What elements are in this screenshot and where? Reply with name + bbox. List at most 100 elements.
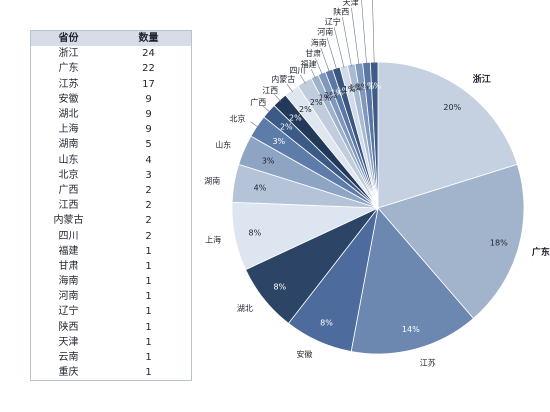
table-row: 四川 2: [31, 228, 191, 243]
pie-leader-line-11: [286, 83, 293, 93]
pie-category-label-0: 浙江: [473, 73, 491, 85]
province-cell: 云南: [58, 352, 79, 364]
province-cell: 上海: [58, 124, 79, 136]
pie-category-label-1: 广东: [532, 246, 550, 258]
count-cell: 4: [145, 154, 152, 166]
table-row: 安徽 9: [31, 92, 191, 107]
table-row: 内蒙古 2: [31, 213, 191, 228]
province-cell: 四川: [58, 230, 79, 242]
pie-slices: [231, 61, 525, 355]
pie-percent-label-15: 1%: [330, 89, 343, 98]
province-cell: 海南: [58, 276, 79, 288]
pie-percent-label-18: 1%: [349, 83, 362, 92]
province-cell: 陕西: [58, 321, 79, 333]
province-cell: 河南: [58, 291, 79, 303]
pie-percent-label-17: 1%: [343, 85, 356, 94]
pie-category-label-6: 湖南: [204, 176, 220, 186]
pie-category-label-2: 江苏: [420, 358, 436, 368]
province-cell: 广西: [58, 184, 79, 196]
pie-category-label-15: 海南: [311, 37, 327, 47]
table-row: 广东 22: [31, 61, 191, 76]
pie-leader-line-16: [326, 37, 338, 71]
pie-leader-line-18: [342, 17, 352, 67]
pie-leader-line-19: [351, 7, 360, 66]
count-cell: 1: [145, 291, 152, 303]
table-row: 江西 2: [31, 198, 191, 213]
count-cell: 1: [145, 260, 152, 272]
province-cell: 北京: [58, 169, 79, 181]
table-row: 上海 9: [31, 122, 191, 137]
pie-percent-label-12: 2%: [310, 98, 323, 107]
pie-percent-label-16: 1%: [337, 87, 350, 96]
pie-slice-0: [377, 61, 518, 209]
pie-category-label-13: 福建: [301, 59, 317, 69]
table-header-row: 省份 数量: [31, 31, 191, 47]
pie-leader-line-13: [310, 69, 316, 79]
pie-percent-label-19: 1%: [356, 82, 369, 91]
pie-percent-label-0: 20%: [443, 103, 461, 112]
count-cell: 1: [145, 352, 152, 364]
table-row: 辽宁 1: [31, 304, 191, 319]
header-province: 省份: [31, 31, 106, 47]
pie-leader-line-14: [315, 58, 323, 76]
count-cell: 2: [145, 184, 152, 196]
pie-slice-1: [377, 163, 525, 320]
count-cell: 17: [142, 78, 155, 90]
pie-percent-label-1: 18%: [490, 238, 508, 247]
count-cell: 2: [145, 215, 152, 227]
pie-category-label-5: 上海: [205, 235, 221, 245]
count-cell: 2: [145, 230, 152, 242]
pie-leader-line-12: [300, 74, 306, 84]
pie-percent-label-5: 8%: [249, 229, 262, 238]
province-cell: 山东: [58, 154, 79, 166]
pie-category-label-18: 陕西: [333, 6, 349, 16]
pie-category-label-3: 安徽: [296, 349, 312, 359]
pie-leader-line-15: [320, 47, 330, 73]
count-cell: 1: [145, 367, 152, 379]
pie-leader-line-21: [372, 0, 375, 65]
pie-leader-line-9: [262, 105, 271, 113]
pie-percent-label-13: 1%: [318, 94, 331, 103]
pie-percent-label-3: 8%: [320, 319, 333, 328]
province-cell: 内蒙古: [53, 215, 84, 227]
province-cell: 湖南: [58, 139, 79, 151]
pie-percent-label-20: 1%: [362, 82, 375, 91]
count-cell: 22: [142, 63, 155, 75]
province-cell: 浙江: [58, 48, 79, 60]
province-cell: 江西: [58, 200, 79, 212]
province-cell: 重庆: [58, 367, 79, 379]
table-row: 重庆 1: [31, 365, 191, 380]
count-cell: 1: [145, 245, 152, 257]
pie-percent-label-14: 1%: [324, 91, 337, 100]
province-cell: 广东: [58, 63, 79, 75]
pie-category-label-16: 河南: [317, 27, 333, 37]
table-row: 浙江 24: [31, 46, 191, 61]
table-row: 海南 1: [31, 274, 191, 289]
pie-percent-label-4: 8%: [273, 282, 286, 291]
table-body: 浙江 24 广东 22 江苏 17 安徽 9 湖北 9 上海 9 湖南 5 山东 4 北京 3 广西 2 江西 2 内蒙古 2…: [31, 46, 191, 380]
count-cell: 5: [145, 139, 152, 151]
table-row: 河南 1: [31, 289, 191, 304]
table-row: 广西 2: [31, 183, 191, 198]
pie-percent-label-2: 14%: [402, 325, 420, 334]
pie-leader-line-20: [361, 0, 367, 65]
pie-percent-label-8: 3%: [272, 137, 285, 146]
table-row: 陕西 1: [31, 320, 191, 335]
pie-percent-label-6: 4%: [254, 184, 267, 193]
table-row: 湖北 9: [31, 107, 191, 122]
count-cell: 1: [145, 321, 152, 333]
pie-percent-label-9: 2%: [280, 123, 293, 132]
province-cell: 天津: [58, 336, 79, 348]
count-cell: 1: [145, 306, 152, 318]
count-cell: 3: [145, 169, 152, 181]
pie-leader-line-8: [250, 121, 259, 128]
province-count-table: 省份 数量 浙江 24 广东 22 江苏 17 安徽 9 湖北 9 上海 9 湖南 5 山东 4 北京 3 广西 2 江…: [31, 31, 191, 380]
pie-percent-label-11: 2%: [299, 105, 312, 114]
count-cell: 2: [145, 200, 152, 212]
count-cell: 9: [145, 93, 152, 105]
table-row: 山东 4: [31, 153, 191, 168]
header-count: 数量: [106, 31, 191, 47]
pie-category-label-17: 辽宁: [325, 16, 341, 26]
